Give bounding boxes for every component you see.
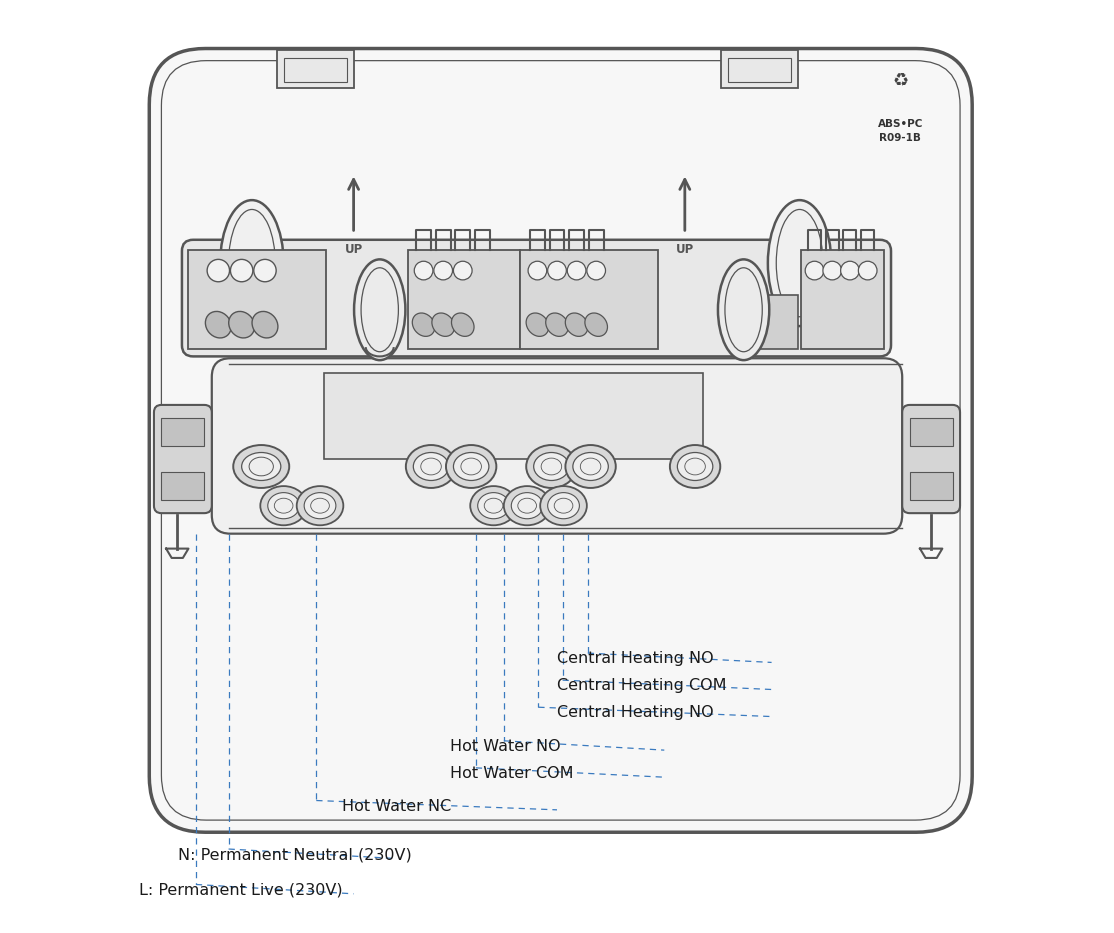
Circle shape — [587, 261, 606, 280]
Text: L: Permanent Live (230V): L: Permanent Live (230V) — [139, 883, 343, 898]
Ellipse shape — [267, 493, 300, 519]
Ellipse shape — [511, 493, 543, 519]
Ellipse shape — [446, 445, 497, 488]
Circle shape — [414, 261, 433, 280]
Circle shape — [231, 259, 253, 282]
Ellipse shape — [478, 493, 509, 519]
Text: UP: UP — [344, 243, 363, 256]
Text: Hot Water NC: Hot Water NC — [342, 799, 451, 814]
Ellipse shape — [585, 313, 607, 337]
FancyBboxPatch shape — [902, 405, 960, 513]
Circle shape — [859, 261, 877, 280]
Bar — [721, 50, 798, 88]
Circle shape — [254, 259, 276, 282]
FancyBboxPatch shape — [154, 405, 212, 513]
Text: ABS•PC
R09-1B: ABS•PC R09-1B — [878, 118, 924, 143]
Bar — [277, 50, 353, 88]
Bar — [408, 250, 519, 349]
Circle shape — [207, 259, 229, 282]
Ellipse shape — [670, 445, 721, 488]
Text: UP: UP — [676, 243, 694, 256]
Ellipse shape — [677, 453, 713, 480]
Circle shape — [528, 261, 547, 280]
Ellipse shape — [233, 445, 290, 488]
Ellipse shape — [534, 453, 569, 480]
Ellipse shape — [296, 486, 343, 525]
Ellipse shape — [717, 259, 770, 360]
Ellipse shape — [573, 453, 608, 480]
Bar — [727, 58, 791, 82]
Text: Central Heating COM: Central Heating COM — [557, 678, 726, 693]
Ellipse shape — [354, 259, 405, 360]
Bar — [324, 373, 703, 459]
FancyBboxPatch shape — [182, 240, 891, 356]
Text: Hot Water NO: Hot Water NO — [450, 739, 560, 754]
FancyBboxPatch shape — [149, 49, 973, 832]
Bar — [284, 58, 348, 82]
Circle shape — [548, 261, 566, 280]
Ellipse shape — [432, 313, 455, 337]
Ellipse shape — [453, 453, 489, 480]
Text: Hot Water COM: Hot Water COM — [450, 766, 574, 781]
Ellipse shape — [566, 445, 616, 488]
Text: N: Permanent Neutral (230V): N: Permanent Neutral (230V) — [178, 847, 412, 862]
Ellipse shape — [405, 445, 457, 488]
Bar — [162, 472, 204, 500]
Ellipse shape — [504, 486, 550, 525]
Circle shape — [433, 261, 452, 280]
Ellipse shape — [540, 486, 587, 525]
Bar — [801, 250, 883, 349]
Bar — [187, 250, 325, 349]
FancyBboxPatch shape — [212, 358, 902, 534]
Ellipse shape — [526, 445, 577, 488]
Bar — [162, 418, 204, 446]
Circle shape — [805, 261, 824, 280]
Ellipse shape — [565, 313, 588, 337]
Ellipse shape — [412, 313, 434, 337]
Ellipse shape — [261, 486, 307, 525]
Ellipse shape — [526, 313, 549, 337]
Ellipse shape — [470, 486, 517, 525]
Bar — [910, 472, 952, 500]
Ellipse shape — [546, 313, 568, 337]
Ellipse shape — [768, 201, 831, 326]
Ellipse shape — [205, 312, 232, 338]
Ellipse shape — [221, 201, 284, 326]
Circle shape — [453, 261, 472, 280]
Bar — [761, 295, 798, 349]
Ellipse shape — [413, 453, 449, 480]
Text: ♻: ♻ — [892, 73, 908, 91]
Ellipse shape — [451, 313, 475, 337]
Circle shape — [567, 261, 586, 280]
Ellipse shape — [548, 493, 579, 519]
Bar — [910, 418, 952, 446]
Ellipse shape — [228, 312, 255, 338]
Ellipse shape — [304, 493, 336, 519]
Text: Central Heating NO: Central Heating NO — [557, 705, 714, 720]
Circle shape — [823, 261, 841, 280]
Circle shape — [841, 261, 859, 280]
Ellipse shape — [252, 312, 277, 338]
Bar — [519, 250, 657, 349]
Text: Central Heating NO: Central Heating NO — [557, 651, 714, 666]
Ellipse shape — [242, 453, 281, 480]
